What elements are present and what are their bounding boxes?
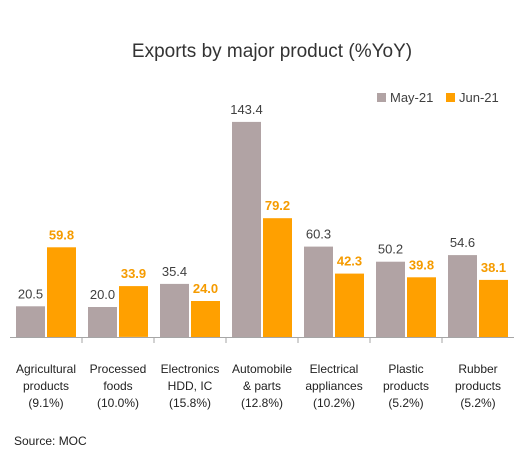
bar-plastic-may-21 [376,261,405,337]
data-label-agricultural-may-21: 20.5 [18,286,43,301]
legend-swatch-jun-21 [446,93,455,102]
data-label-processed-may-21: 20.0 [90,287,115,302]
category-label-rubber: Rubber products (5.2%) [455,362,501,410]
category-label-processed: Processed foods (10.0%) [90,362,147,410]
bar-automobile-may-21 [232,121,261,338]
category-label-automobile: Automobile & parts (12.8%) [232,362,292,410]
category-label-electronics: Electronics HDD, IC (15.8%) [161,362,220,410]
data-label-processed-jun-21: 33.9 [121,266,146,281]
data-label-rubber-may-21: 54.6 [450,235,475,250]
bar-electrical-jun-21 [335,273,364,337]
bar-rubber-jun-21 [479,279,508,338]
data-label-rubber-jun-21: 38.1 [481,260,506,275]
data-label-electrical-jun-21: 42.3 [337,254,362,269]
legend-label-jun-21: Jun-21 [459,90,499,105]
bar-automobile-jun-21 [263,218,292,337]
chart-title: Exports by major product (%YoY) [132,41,412,62]
bar-plastic-jun-21 [407,277,436,337]
data-label-plastic-jun-21: 39.8 [409,257,434,272]
category-label-agricultural: Agricultural products (9.1%) [16,362,76,410]
bar-agricultural-jun-21 [47,247,76,337]
data-label-electronics-jun-21: 24.0 [193,281,218,296]
bar-processed-may-21 [88,307,117,337]
data-label-automobile-jun-21: 79.2 [265,198,290,213]
category-label-electrical: Electrical appliances (10.2%) [305,362,362,410]
legend: May-21 Jun-21 [377,90,499,105]
data-label-agricultural-jun-21: 59.8 [49,227,74,242]
bar-rubber-may-21 [448,255,477,337]
data-label-electrical-may-21: 60.3 [306,227,331,242]
legend-label-may-21: May-21 [390,90,433,105]
source-note: Source: MOC [14,434,87,448]
category-label-plastic: Plastic products (5.2%) [383,362,429,410]
legend-swatch-may-21 [377,93,386,102]
data-label-automobile-may-21: 143.4 [230,102,263,117]
bar-electrical-may-21 [304,246,333,337]
data-label-plastic-may-21: 50.2 [378,242,403,257]
bar-electronics-jun-21 [191,301,220,337]
bar-agricultural-may-21 [16,306,45,338]
data-label-electronics-may-21: 35.4 [162,264,187,279]
bar-electronics-may-21 [160,283,189,337]
plot-area: 20.5 59.8 Agricultural products (9.1%) 20.0 33… [10,102,514,410]
bar-processed-jun-21 [119,286,148,337]
